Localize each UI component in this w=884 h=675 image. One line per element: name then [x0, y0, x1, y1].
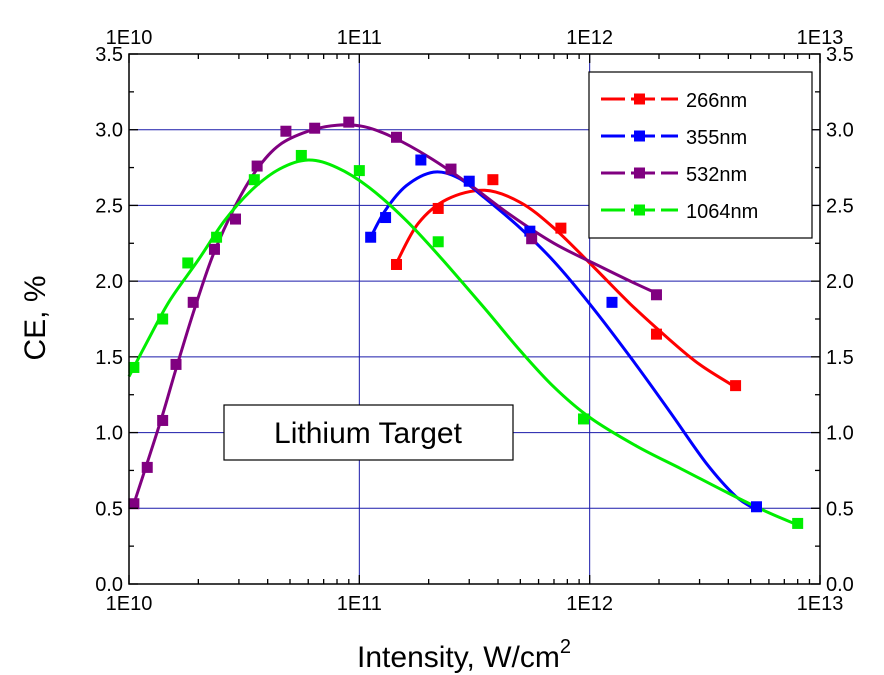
annotation-frame — [223, 404, 514, 461]
series-line-1064nm — [127, 158, 799, 527]
legend-label-532nm: 532nm — [686, 164, 747, 186]
axis-ticks — [128, 53, 821, 585]
y-tick-label-right: 2.5 — [826, 195, 854, 217]
y-tick-label-left: 1.0 — [95, 423, 123, 445]
data-point-532nm — [343, 116, 355, 128]
data-point-355nm — [524, 225, 536, 237]
data-point-532nm — [170, 358, 182, 370]
data-point-532nm — [187, 296, 199, 308]
data-point-266nm — [432, 202, 444, 214]
data-point-532nm — [445, 163, 457, 175]
data-point-355nm — [365, 231, 377, 243]
data-point-532nm — [280, 125, 292, 137]
data-point-532nm — [650, 289, 662, 301]
data-point-355nm — [606, 296, 618, 308]
x-axis-title-main: Intensity, W/cm — [357, 641, 560, 674]
data-point-266nm — [391, 258, 403, 270]
y-tick-label-left: 0.0 — [95, 574, 123, 596]
data-point-266nm — [650, 328, 662, 340]
x-tick-label-bottom: 1E13 — [797, 593, 844, 615]
data-point-266nm — [487, 174, 499, 186]
y-tick-label-right: 1.5 — [826, 347, 854, 369]
series-line-355nm — [369, 170, 758, 512]
data-point-1064nm — [295, 149, 307, 161]
legend-label-1064nm: 1064nm — [686, 201, 758, 223]
y-tick-label-right: 1.0 — [826, 423, 854, 445]
x-tick-label-top: 1E11 — [337, 27, 382, 49]
data-point-1064nm — [577, 413, 589, 425]
legend-marker-1064nm — [634, 204, 645, 216]
data-point-532nm — [208, 243, 220, 255]
data-point-532nm — [230, 213, 242, 225]
y-tick-label-left: 3.5 — [95, 44, 123, 66]
x-tick-label-bottom: 1E11 — [337, 593, 382, 615]
data-point-532nm — [128, 498, 140, 510]
data-point-266nm — [730, 380, 742, 392]
data-point-1064nm — [128, 361, 140, 373]
annotation-text: Lithium Target — [274, 417, 463, 450]
data-point-532nm — [157, 414, 169, 426]
legend-marker-266nm — [634, 93, 645, 105]
x-tick-label-top: 1E13 — [797, 27, 844, 49]
data-point-1064nm — [432, 236, 444, 248]
data-point-1064nm — [248, 174, 260, 186]
data-point-532nm — [251, 160, 263, 172]
y-tick-label-right: 0.0 — [826, 574, 854, 596]
y-tick-label-left: 0.5 — [95, 498, 123, 520]
y-tick-label-right: 3.5 — [826, 44, 854, 66]
legend-label-355nm: 355nm — [686, 127, 747, 149]
data-point-355nm — [380, 212, 392, 224]
x-tick-label-bottom: 1E12 — [566, 593, 613, 615]
data-point-532nm — [309, 122, 321, 134]
y-axis-title: CE, % — [19, 275, 52, 360]
x-axis-title: Intensity, W/cm2 — [357, 636, 571, 674]
legend-marker-532nm — [634, 167, 645, 179]
x-axis-title-superscript: 2 — [560, 636, 571, 658]
x-tick-label-bottom: 1E10 — [106, 593, 153, 615]
series-points — [128, 116, 804, 529]
y-tick-label-right: 3.0 — [826, 120, 854, 142]
x-tick-label-top: 1E12 — [566, 27, 613, 49]
annotation-box: Lithium Target — [223, 404, 514, 461]
legend-label-266nm: 266nm — [686, 90, 747, 112]
data-point-1064nm — [157, 313, 169, 325]
y-tick-label-left: 3.0 — [95, 120, 123, 142]
data-point-532nm — [141, 461, 153, 473]
y-tick-label-left: 1.5 — [95, 347, 123, 369]
y-tick-label-left: 2.5 — [95, 195, 123, 217]
y-tick-label-right: 2.0 — [826, 271, 854, 293]
legend: 266nm 355nm 532nm 1064nm — [588, 71, 813, 239]
y-tick-label-left: 2.0 — [95, 271, 123, 293]
data-point-1064nm — [182, 257, 194, 269]
data-point-1064nm — [211, 231, 223, 243]
data-point-1064nm — [353, 165, 365, 177]
x-tick-label-top: 1E10 — [106, 27, 153, 49]
data-point-266nm — [555, 222, 567, 234]
y-tick-label-right: 0.5 — [826, 498, 854, 520]
data-point-1064nm — [792, 517, 804, 529]
legend-frame — [588, 71, 813, 239]
data-point-355nm — [415, 154, 427, 166]
legend-marker-355nm — [634, 130, 645, 142]
data-point-355nm — [463, 175, 475, 187]
data-point-532nm — [526, 233, 538, 245]
data-point-532nm — [391, 131, 403, 143]
data-point-355nm — [750, 501, 762, 513]
